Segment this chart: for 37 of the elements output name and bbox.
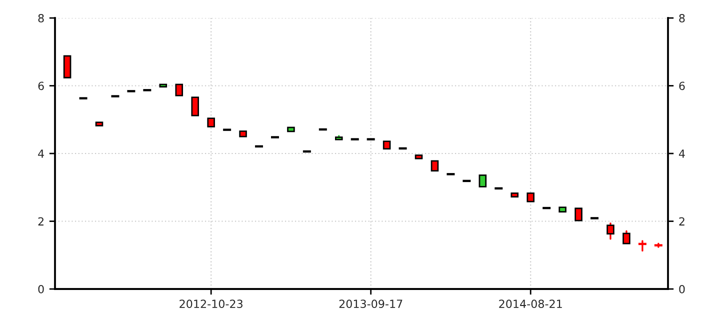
candlestick: [478, 174, 487, 188]
candlestick: [318, 128, 328, 131]
y2-tick-label: 8: [679, 14, 685, 22]
candlestick: [191, 96, 199, 116]
candlestick: [414, 154, 423, 160]
candlestick: [63, 55, 72, 78]
x-tick-label: 2013-09-17: [339, 300, 402, 308]
candlestick: [398, 147, 408, 150]
y-tick-label: 0: [38, 284, 44, 294]
candlestick: [430, 160, 439, 172]
y-tick-label: 8: [38, 14, 44, 22]
y-tick-label: 6: [38, 82, 44, 90]
candlestick: [541, 206, 552, 210]
candlestick: [574, 208, 582, 222]
candlestick: [382, 140, 391, 150]
y-tick-label: 2: [38, 217, 44, 226]
candlestick: [622, 230, 630, 244]
candlestick: [302, 150, 312, 153]
candlestick: [287, 126, 295, 132]
y2-tick-label: 6: [679, 82, 685, 90]
candlestick: [606, 222, 614, 240]
candlestick: [510, 192, 519, 198]
y2-tick-label: 4: [678, 150, 685, 158]
x-tick-label: 2014-08-21: [499, 300, 562, 308]
candlestick: [207, 118, 215, 128]
y2-tick-label: 2: [679, 217, 684, 226]
y2-tick-label: 0: [679, 284, 685, 294]
candlestick: [637, 240, 648, 252]
y-tick-label: 4: [38, 150, 44, 158]
candlestick: [239, 130, 247, 138]
x-tick-label: 2012-10-23: [180, 300, 242, 308]
candlestick: [558, 206, 566, 212]
candlestick: [159, 84, 168, 88]
candlestick: [175, 84, 184, 96]
candlestick: [526, 192, 534, 202]
candlestick: [95, 122, 104, 126]
candlestick: [462, 180, 472, 182]
